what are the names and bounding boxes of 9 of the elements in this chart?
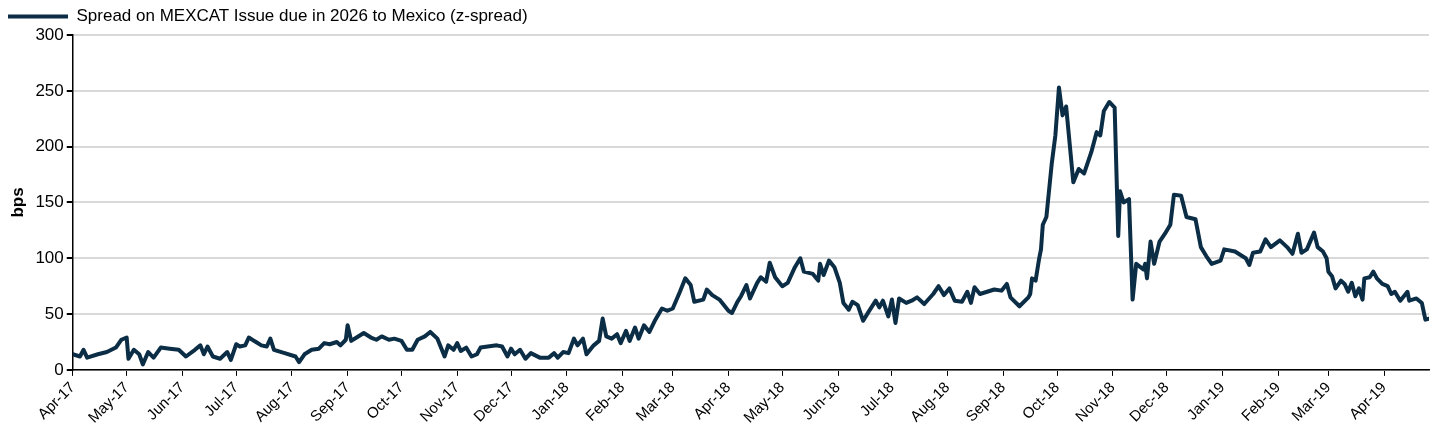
legend-label: Spread on MEXCAT Issue due in 2026 to Mexico (z-spread)	[76, 6, 528, 26]
y-axis-title: bps	[7, 187, 27, 218]
y-tick-label: 100	[35, 247, 64, 267]
y-tick-label: 200	[35, 136, 64, 156]
y-tick-label: 150	[35, 192, 64, 212]
y-tick-label: 50	[44, 303, 64, 323]
y-tick-label: 0	[54, 359, 64, 379]
y-tick-label: 300	[35, 24, 64, 44]
y-tick-label: 250	[35, 80, 64, 100]
